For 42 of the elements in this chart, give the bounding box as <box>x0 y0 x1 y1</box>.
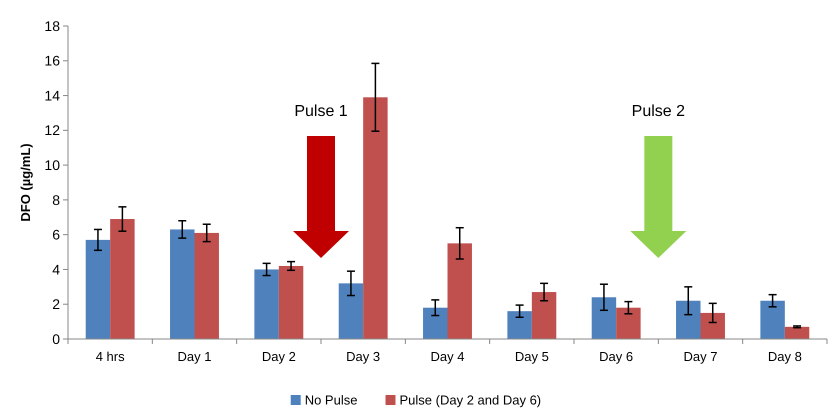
bar <box>110 219 135 339</box>
x-tick-label: 4 hrs <box>96 349 126 364</box>
y-tick-label: 18 <box>44 18 60 34</box>
y-tick-label: 14 <box>44 87 60 104</box>
bar <box>507 311 532 339</box>
x-tick-label: Day 2 <box>262 349 296 364</box>
x-tick-label: Day 6 <box>599 349 634 364</box>
annotation: Pulse 2 <box>632 103 686 120</box>
x-tick-label: Day 4 <box>430 349 464 364</box>
x-tick-label: Day 3 <box>346 349 380 364</box>
y-tick-label: 0 <box>52 330 60 347</box>
bar <box>784 326 810 339</box>
x-tick-label: Day 5 <box>514 349 549 364</box>
bar <box>194 232 219 339</box>
bar <box>338 283 364 339</box>
bar <box>700 312 725 339</box>
bar <box>254 269 279 339</box>
x-tick-label: Day 1 <box>178 349 212 364</box>
bar <box>592 297 616 339</box>
bar <box>170 229 194 339</box>
bar <box>278 266 304 339</box>
bar <box>760 300 785 339</box>
y-axis-title: DFO (µg/mL) <box>18 143 33 222</box>
bar <box>532 292 556 339</box>
annotation: Pulse 1 <box>294 103 348 120</box>
y-tick-label: 6 <box>52 226 60 243</box>
x-tick-label: Day 8 <box>768 349 802 364</box>
y-tick-label: 4 <box>52 261 60 278</box>
bar <box>676 300 700 339</box>
y-tick-label: 2 <box>52 296 60 312</box>
y-tick-label: 16 <box>44 52 60 69</box>
legend-label: Pulse (Day 2 and Day 6) <box>400 392 542 408</box>
bar <box>363 97 388 339</box>
y-tick-label: 10 <box>44 157 60 174</box>
bar <box>423 308 448 339</box>
y-tick-label: 12 <box>44 122 60 138</box>
y-tick-label: 8 <box>52 192 60 208</box>
x-tick-label: Day 7 <box>684 349 718 364</box>
bar <box>616 308 641 339</box>
legend-label: No Pulse <box>304 392 358 408</box>
bar <box>86 240 110 339</box>
bar <box>448 243 472 339</box>
